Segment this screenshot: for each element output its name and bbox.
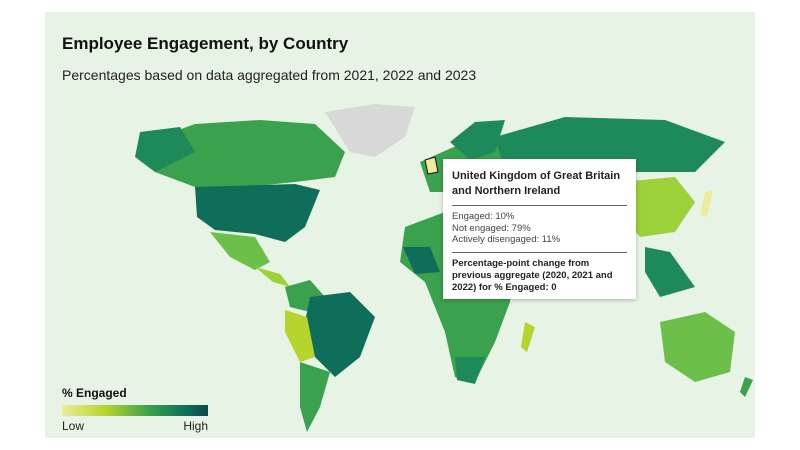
tooltip-actively-disengaged: Actively disengaged: 11%	[452, 234, 561, 245]
country-southeast-asia[interactable]	[645, 247, 695, 297]
country-japan[interactable]	[700, 190, 713, 217]
page-title: Employee Engagement, by Country	[62, 34, 349, 53]
tooltip-divider	[452, 205, 627, 206]
country-greenland[interactable]	[325, 104, 415, 157]
country-west-africa[interactable]	[403, 247, 440, 274]
legend-high-label: High	[183, 419, 208, 433]
tooltip-change: Percentage-point change from previous ag…	[452, 257, 613, 293]
world-map	[135, 104, 753, 432]
legend-low-label: Low	[62, 419, 85, 433]
country-usa[interactable]	[195, 184, 320, 242]
country-peru-bolivia[interactable]	[285, 310, 315, 362]
country-new-zealand[interactable]	[740, 377, 753, 397]
country-argentina[interactable]	[300, 362, 330, 432]
country-scandinavia[interactable]	[450, 120, 505, 160]
tooltip-not-engaged: Not engaged: 79%	[452, 222, 531, 234]
country-china[interactable]	[620, 177, 695, 237]
country-tooltip: United Kingdom of Great Britain and Nort…	[443, 159, 636, 299]
legend-color-scale	[62, 405, 208, 416]
country-canada[interactable]	[145, 120, 345, 187]
map-card: Employee Engagement, by Country Percenta…	[45, 12, 755, 438]
page-subtitle: Percentages based on data aggregated fro…	[62, 67, 477, 83]
legend: % Engaged Low High	[62, 386, 208, 433]
tooltip-country-name: United Kingdom of Great Britain and Nort…	[452, 170, 621, 197]
tooltip-engaged: Engaged: 10%	[452, 211, 515, 222]
country-central-america[interactable]	[255, 267, 290, 287]
tooltip-divider	[452, 251, 627, 253]
country-alaska[interactable]	[135, 127, 195, 172]
country-mexico[interactable]	[210, 232, 270, 270]
country-uk[interactable]	[424, 156, 439, 175]
country-madagascar[interactable]	[521, 322, 535, 352]
legend-title: % Engaged	[62, 386, 127, 400]
country-australia[interactable]	[660, 312, 735, 382]
country-brazil[interactable]	[305, 292, 375, 377]
country-south-africa[interactable]	[455, 357, 485, 384]
